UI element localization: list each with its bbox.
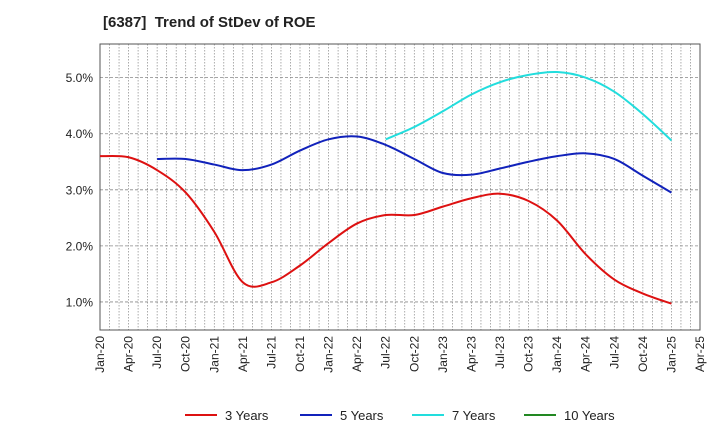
- x-tick-label: Oct-20: [179, 336, 193, 372]
- x-tick-label: Oct-21: [293, 336, 307, 372]
- series-lines: [99, 70, 673, 305]
- x-tick-label: Apr-21: [236, 336, 250, 372]
- x-tick-label: Jan-21: [207, 336, 221, 373]
- x-tick-label: Jan-24: [550, 336, 564, 373]
- x-tick-label: Jul-20: [150, 336, 164, 369]
- x-tick-label: Apr-25: [693, 336, 707, 372]
- y-tick-label: 4.0%: [66, 127, 94, 141]
- legend-label: 5 Years: [340, 408, 384, 423]
- grid-lines: [100, 44, 700, 330]
- series-line-7-years: [385, 70, 673, 142]
- x-tick-label: Jul-21: [264, 336, 278, 369]
- x-tick-label: Jan-20: [93, 336, 107, 373]
- y-tick-label: 2.0%: [66, 239, 94, 253]
- legend-label: 3 Years: [225, 408, 269, 423]
- x-tick-label: Jan-22: [322, 336, 336, 373]
- legend: 3 Years 5 Years 7 Years 10 Years: [185, 408, 615, 423]
- x-tick-label: Apr-22: [350, 336, 364, 372]
- x-tick-label: Apr-23: [464, 336, 478, 372]
- x-tick-label: Jul-24: [607, 336, 621, 369]
- plot-area-frame: [99, 43, 701, 331]
- y-tick-label: 1.0%: [66, 295, 94, 309]
- legend-label: 10 Years: [564, 408, 615, 423]
- x-tick-label: Oct-24: [636, 336, 650, 372]
- x-tick-label: Jan-25: [664, 336, 678, 373]
- chart-title: [6387] Trend of StDev of ROE: [103, 14, 316, 31]
- axes: 1.0% 2.0% 3.0% 4.0% 5.0% Jan-20 Apr-20 Jul-20 Oc…: [66, 43, 707, 373]
- x-tick-label: Jul-23: [493, 336, 507, 369]
- y-tick-label: 5.0%: [66, 71, 94, 85]
- x-tick-label: Oct-23: [522, 336, 536, 372]
- x-tick-label: Oct-22: [407, 336, 421, 372]
- legend-label: 7 Years: [452, 408, 496, 423]
- x-tick-label: Jan-23: [436, 336, 450, 373]
- x-tick-label: Apr-24: [579, 336, 593, 372]
- series-line-3-years: [99, 154, 672, 305]
- x-tick-label: Apr-20: [122, 336, 136, 372]
- series-line-5-years: [157, 135, 672, 194]
- y-tick-label: 3.0%: [66, 183, 94, 197]
- x-tick-label: Jul-22: [379, 336, 393, 369]
